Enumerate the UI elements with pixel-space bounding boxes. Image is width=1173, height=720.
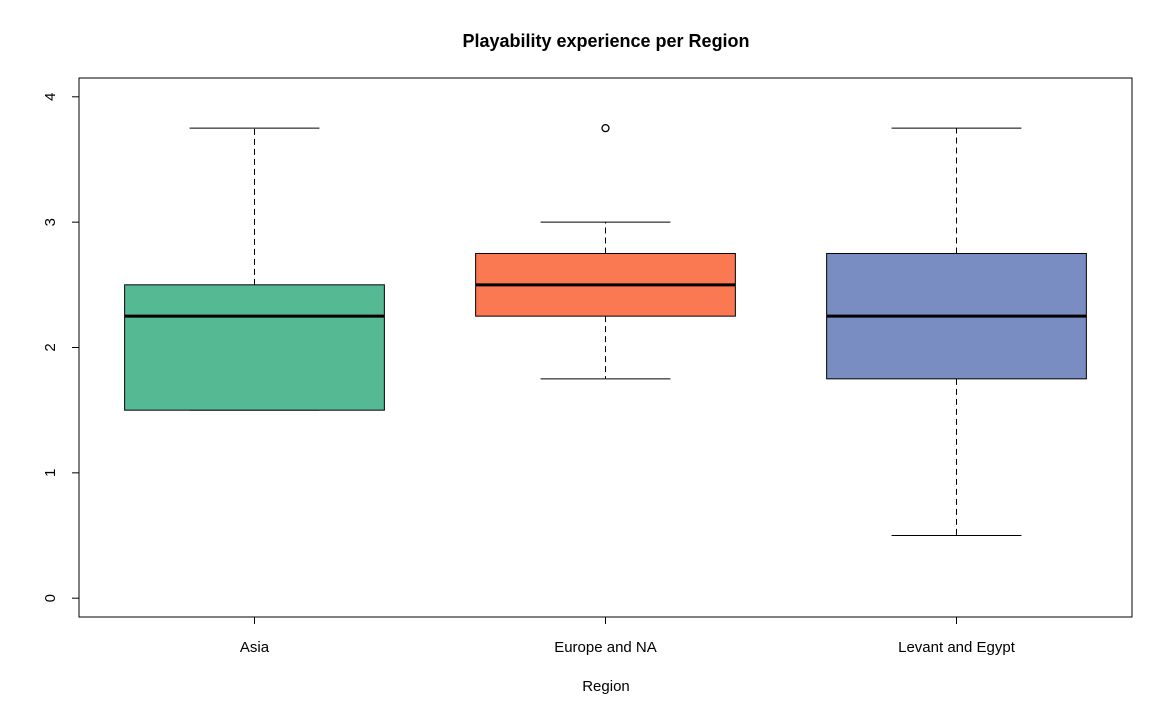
box-group <box>826 127 1087 537</box>
box-iqr <box>124 284 385 411</box>
y-tick-label: 1 <box>42 469 59 477</box>
y-tick-label: 4 <box>42 93 59 101</box>
x-axis-label: Region <box>582 678 630 695</box>
y-tick-label: 2 <box>42 343 59 351</box>
boxes-layer <box>124 123 1087 537</box>
x-tick-label: Levant and Egypt <box>898 639 1016 656</box>
x-axis: Asia Europe and NA Levant and Egypt <box>240 617 1016 656</box>
x-tick-label: Asia <box>240 639 270 656</box>
chart-title: Playability experience per Region <box>462 31 749 51</box>
outlier-point <box>601 123 610 133</box>
x-tick-label: Europe and NA <box>554 639 657 656</box>
box-group <box>124 127 385 411</box>
box-group <box>475 123 736 380</box>
y-axis: 0 1 2 3 4 <box>42 93 80 602</box>
y-tick-label: 3 <box>42 218 59 226</box>
y-tick-label: 0 <box>42 594 59 602</box>
